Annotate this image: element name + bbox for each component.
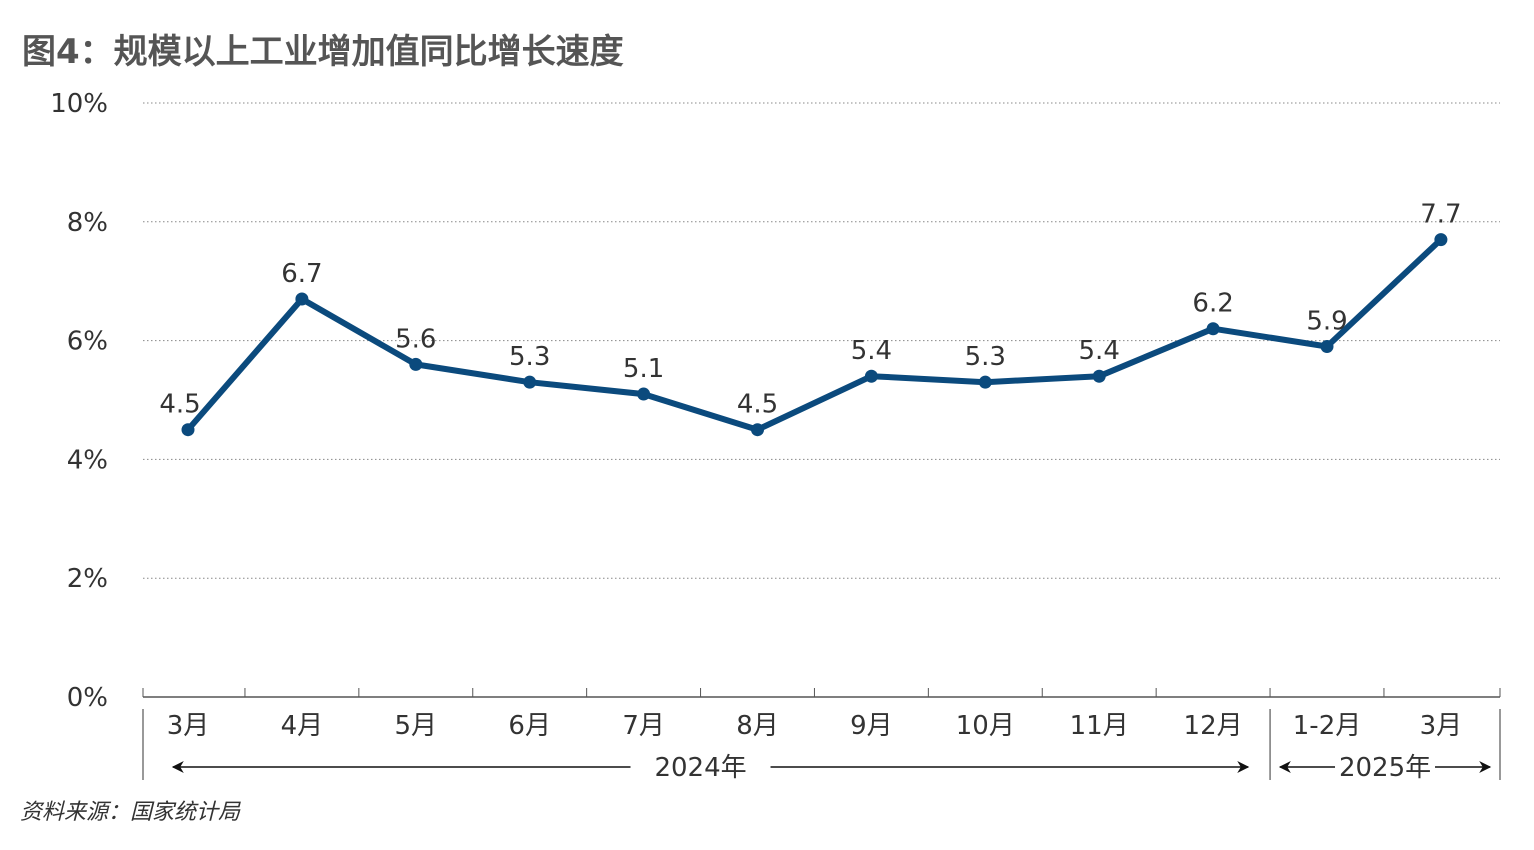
y-tick-label: 0% — [67, 683, 108, 713]
year-label: 2024年 — [654, 753, 746, 783]
x-axis-labels: 3月 4月 5月 6月 7月 8月 9月 10月 11月 12月 1-2月 3月 — [167, 711, 1462, 741]
data-point — [1092, 369, 1106, 383]
data-label: 7.7 — [1420, 200, 1461, 230]
data-point — [1320, 340, 1334, 354]
x-axis — [142, 688, 1501, 698]
year-label: 2025年 — [1339, 753, 1431, 783]
data-point — [409, 357, 423, 371]
x-tick-label: 10月 — [956, 711, 1015, 741]
series — [181, 233, 1448, 437]
data-point — [1434, 233, 1448, 247]
x-tick-label: 11月 — [1070, 711, 1129, 741]
data-label: 5.4 — [851, 336, 892, 366]
x-tick-label: 1-2月 — [1293, 711, 1361, 741]
x-tick-label: 4月 — [281, 711, 324, 741]
data-point — [864, 369, 878, 383]
y-tick-label: 10% — [50, 89, 108, 119]
data-label: 5.3 — [965, 342, 1006, 372]
data-label: 5.6 — [395, 324, 436, 354]
x-tick-label: 9月 — [850, 711, 893, 741]
x-tick-label: 3月 — [1420, 711, 1463, 741]
chart-title: 图4：规模以上工业增加值同比增长速度 — [22, 32, 624, 72]
y-axis-labels: 0% 2% 4% 6% 8% 10% — [50, 89, 108, 713]
data-point — [978, 375, 992, 389]
data-point — [181, 423, 195, 437]
series-line — [185, 236, 1444, 433]
data-label: 6.7 — [281, 259, 322, 289]
x-tick-label: 12月 — [1184, 711, 1243, 741]
y-tick-label: 8% — [67, 208, 108, 238]
data-label: 5.3 — [509, 342, 550, 372]
year-groups: 2024年 2025年 — [142, 709, 1501, 783]
x-tick-label: 8月 — [736, 711, 779, 741]
data-label: 5.1 — [623, 354, 664, 384]
source-note: 资料来源：国家统计局 — [20, 800, 241, 825]
data-labels: 4.5 6.7 5.6 5.3 5.1 4.5 5.4 5.3 5.4 6.2 5.9 7.7 — [159, 200, 1461, 420]
x-tick-label: 5月 — [395, 711, 438, 741]
x-tick-label: 6月 — [508, 711, 551, 741]
y-tick-label: 6% — [67, 327, 108, 357]
x-tick-label: 7月 — [622, 711, 665, 741]
data-label: 4.5 — [737, 390, 778, 420]
data-point — [523, 375, 537, 389]
data-label: 6.2 — [1192, 289, 1233, 319]
x-tick-label: 3月 — [167, 711, 210, 741]
data-point — [1206, 322, 1220, 336]
data-point — [295, 292, 309, 306]
data-label: 5.9 — [1306, 307, 1347, 337]
y-tick-label: 2% — [67, 564, 108, 594]
data-label: 4.5 — [159, 390, 200, 420]
data-label: 5.4 — [1079, 336, 1120, 366]
data-point — [637, 387, 651, 401]
data-point — [751, 423, 764, 437]
y-tick-label: 4% — [67, 445, 108, 475]
